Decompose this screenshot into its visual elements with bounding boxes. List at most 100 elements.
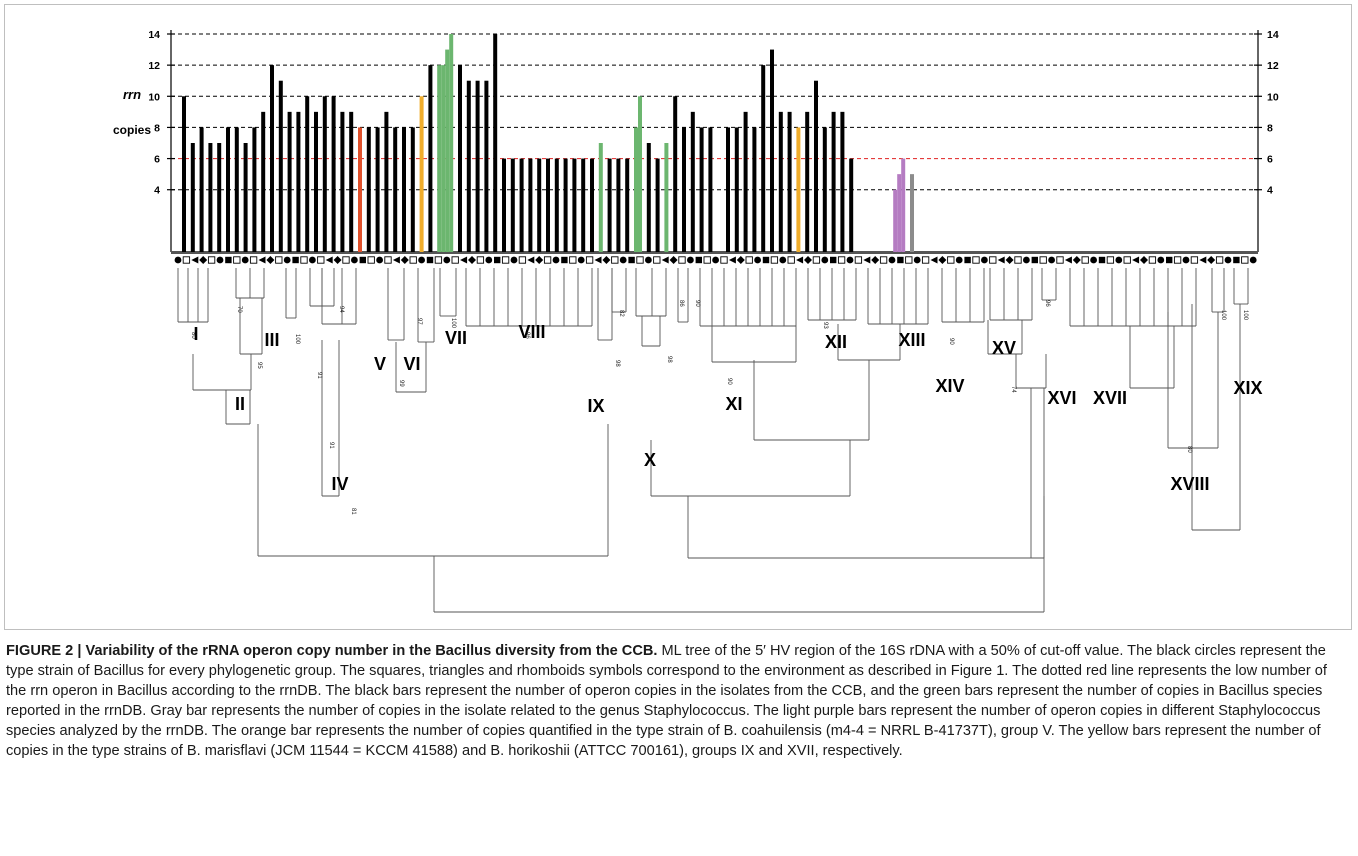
group-label: XIV xyxy=(935,376,964,396)
bar-black xyxy=(752,127,757,252)
bar-black xyxy=(322,96,327,253)
bar-black xyxy=(734,127,739,252)
square-symbol xyxy=(342,256,350,264)
bar-black xyxy=(510,158,515,252)
bar-green xyxy=(634,127,638,252)
bar-purple xyxy=(893,189,898,252)
square-symbol xyxy=(384,256,392,264)
bar-black xyxy=(546,158,550,252)
bar-black xyxy=(287,111,292,252)
bar-purple xyxy=(901,158,906,252)
circle-symbol xyxy=(485,256,493,264)
square-symbol xyxy=(905,256,913,264)
diamond-symbol xyxy=(400,256,409,264)
square-symbol xyxy=(207,256,216,264)
circle-symbol xyxy=(821,256,829,264)
bootstrap-value: 93 xyxy=(822,322,828,329)
circle-symbol xyxy=(1157,256,1165,264)
square-symbol xyxy=(367,256,375,264)
filled-square-symbol xyxy=(494,256,501,264)
square-symbol xyxy=(703,256,711,264)
bar-green xyxy=(664,143,669,252)
bar-black xyxy=(590,158,594,252)
group-label: IX xyxy=(587,396,604,416)
bootstrap-value: 96 xyxy=(1044,300,1050,307)
y-axes: 4 4 6 6 8 8 10 10 12 12 14 14 xyxy=(148,29,1279,254)
group-label: XIX xyxy=(1233,378,1262,398)
bar-black xyxy=(778,111,783,252)
circle-symbol xyxy=(846,256,854,264)
square-symbol xyxy=(837,256,846,264)
group-label: X xyxy=(644,450,656,470)
bar-black xyxy=(761,65,766,253)
bar-black xyxy=(682,127,686,252)
circle-symbol xyxy=(981,256,988,264)
bootstrap-value: 97 xyxy=(416,318,422,325)
y-tick-label: 4 xyxy=(1267,185,1273,197)
axis-label-copies: copies xyxy=(113,123,151,137)
bar-purple xyxy=(897,174,902,252)
bar-yellow xyxy=(419,96,424,253)
square-symbol xyxy=(611,256,619,264)
filled-square-symbol xyxy=(561,256,568,264)
triangle-symbol xyxy=(527,256,535,264)
bar-black xyxy=(743,111,748,252)
bootstrap-value: 82 xyxy=(618,310,624,317)
circle-symbol xyxy=(418,256,425,264)
filled-square-symbol xyxy=(426,256,434,264)
bar-black xyxy=(699,127,704,252)
square-symbol xyxy=(1123,256,1131,264)
bootstrap-value: 80 xyxy=(190,332,196,339)
y-tick-label: 10 xyxy=(148,91,160,103)
filled-square-symbol xyxy=(1098,256,1106,264)
bar-black xyxy=(581,158,586,252)
square-symbol xyxy=(543,256,552,264)
y-tick-label: 12 xyxy=(148,60,160,72)
circle-symbol xyxy=(619,256,627,264)
triangle-symbol xyxy=(930,256,938,264)
square-symbol xyxy=(947,256,955,264)
group-label: VII xyxy=(445,328,467,348)
y-tick-label: 6 xyxy=(154,154,160,166)
circle-symbol xyxy=(174,256,182,264)
bootstrap-value: 98 xyxy=(666,356,672,363)
triangle-symbol xyxy=(863,256,871,264)
bar-black xyxy=(770,49,774,253)
diamond-symbol xyxy=(938,256,947,264)
triangle-symbol xyxy=(460,256,468,264)
triangle-symbol xyxy=(594,256,602,264)
circle-symbol xyxy=(1182,256,1190,264)
square-symbol xyxy=(678,256,686,264)
bar-orange xyxy=(358,127,362,252)
bar-black xyxy=(199,127,204,252)
bar-black xyxy=(243,143,248,252)
circle-symbol xyxy=(779,256,787,264)
figure-frame xyxy=(4,4,1352,630)
filled-square-symbol xyxy=(1031,256,1038,264)
circle-symbol xyxy=(283,256,291,264)
bar-yellow xyxy=(796,127,801,252)
group-label: XI xyxy=(725,394,742,414)
square-symbol xyxy=(1190,256,1199,264)
square-symbol xyxy=(720,256,728,264)
square-symbol xyxy=(585,256,594,264)
square-symbol xyxy=(233,256,241,264)
circle-symbol xyxy=(1224,256,1232,264)
figure-caption: FIGURE 2 | Variability of the rRNA opero… xyxy=(6,641,1346,761)
diamond-symbol xyxy=(535,256,544,264)
bootstrap-value: 90 xyxy=(694,300,700,307)
bootstrap-value: 100 xyxy=(1242,310,1248,321)
y-tick-label: 12 xyxy=(1267,60,1279,72)
bar-black xyxy=(331,96,336,253)
square-symbol xyxy=(972,256,980,264)
circle-symbol xyxy=(552,256,560,264)
bar-black xyxy=(226,127,230,252)
circle-symbol xyxy=(1048,256,1055,264)
triangle-symbol xyxy=(796,256,804,264)
bootstrap-value: 98 xyxy=(614,360,620,367)
y-tick-label: 8 xyxy=(1267,122,1273,134)
diamond-symbol xyxy=(669,256,678,264)
bootstrap-value: 90 xyxy=(726,378,732,385)
bar-black xyxy=(340,111,345,252)
